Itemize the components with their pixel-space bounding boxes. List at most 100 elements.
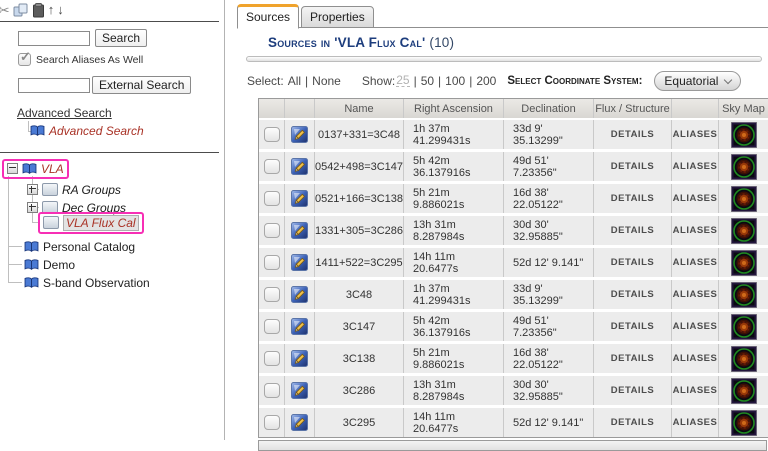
show-100-link[interactable]: 100 <box>445 74 466 88</box>
edit-source-icon[interactable] <box>291 158 308 175</box>
edit-source-icon[interactable] <box>291 318 308 335</box>
show-controls: Show: 25 | 50 | 100 | 200 <box>362 74 497 88</box>
expand-toggle-icon[interactable] <box>27 202 38 213</box>
book-icon <box>22 162 37 174</box>
tree-item-label[interactable]: RA Groups <box>62 182 121 197</box>
copy-icon[interactable] <box>13 3 29 18</box>
row-checkbox[interactable] <box>263 255 280 270</box>
tree-item-label[interactable]: Advanced Search <box>49 123 144 138</box>
tree-item-vla-flux-cal[interactable]: VLA Flux Cal <box>38 211 144 234</box>
show-50-link[interactable]: 50 <box>420 74 435 88</box>
sky-map-thumbnail[interactable] <box>730 249 757 276</box>
row-checkbox[interactable] <box>263 383 280 398</box>
tree-connector <box>28 121 29 131</box>
tree-item-label[interactable]: S-band Observation <box>43 275 150 290</box>
tree-item-label[interactable]: Personal Catalog <box>43 239 136 254</box>
edit-source-icon[interactable] <box>291 414 308 431</box>
details-link[interactable]: Details <box>610 353 655 364</box>
edit-source-icon[interactable] <box>291 350 308 367</box>
tab-properties[interactable]: Properties <box>301 6 374 28</box>
details-link[interactable]: Details <box>610 161 655 172</box>
row-checkbox[interactable] <box>263 351 280 366</box>
tree-item-s-band-observation[interactable]: S-band Observation <box>24 274 150 291</box>
row-checkbox[interactable] <box>263 159 280 174</box>
aliases-link[interactable]: Aliases <box>672 129 718 140</box>
details-link[interactable]: Details <box>610 321 655 332</box>
row-checkbox[interactable] <box>263 223 280 238</box>
tree-item-label[interactable]: Dec Groups <box>62 200 127 215</box>
row-checkbox[interactable] <box>263 415 280 430</box>
edit-source-icon[interactable] <box>291 254 308 271</box>
details-link[interactable]: Details <box>610 193 655 204</box>
source-count: (10) <box>429 35 455 50</box>
aliases-cell: Aliases <box>672 184 719 213</box>
coordinate-system-select[interactable]: Equatorial <box>654 71 742 91</box>
cut-icon[interactable]: ✂ <box>0 2 10 18</box>
sky-map-thumbnail[interactable] <box>730 409 757 436</box>
details-cell: Details <box>594 120 672 149</box>
aliases-link[interactable]: Aliases <box>672 353 718 364</box>
search-input[interactable] <box>18 31 90 46</box>
row-checkbox[interactable] <box>263 319 280 334</box>
paste-icon[interactable] <box>32 2 45 18</box>
aliases-link[interactable]: Aliases <box>672 385 718 396</box>
details-link[interactable]: Details <box>610 385 655 396</box>
row-checkbox[interactable] <box>263 191 280 206</box>
tab-sources[interactable]: Sources <box>237 4 300 29</box>
tree-item-label[interactable]: VLA Flux Cal <box>63 214 139 231</box>
details-link[interactable]: Details <box>610 129 655 140</box>
tree-item-ra-groups[interactable]: RA Groups <box>27 181 121 198</box>
sky-map-thumbnail[interactable] <box>730 121 757 148</box>
edit-cell <box>285 344 315 373</box>
details-link[interactable]: Details <box>610 417 655 428</box>
tree-item-label[interactable]: Demo <box>43 257 76 272</box>
edit-source-icon[interactable] <box>291 382 308 399</box>
edit-source-icon[interactable] <box>291 222 308 239</box>
move-down-icon[interactable]: ↓ <box>57 2 64 17</box>
tree-item-personal-catalog[interactable]: Personal Catalog <box>24 238 135 255</box>
aliases-link[interactable]: Aliases <box>672 417 718 428</box>
sky-map-thumbnail[interactable] <box>730 313 757 340</box>
move-up-icon[interactable]: ↑ <box>47 2 55 17</box>
sky-map-thumbnail[interactable] <box>730 377 757 404</box>
aliases-link[interactable]: Aliases <box>672 257 718 268</box>
source-name: 1411+522=3C295 <box>315 248 404 277</box>
panel-divider <box>224 0 225 440</box>
tree-item-dec-groups[interactable]: Dec Groups <box>27 199 126 216</box>
sources-panel: Sources Properties Sources in 'VLA Flux … <box>237 0 768 451</box>
details-link[interactable]: Details <box>610 289 655 300</box>
tree-item-advanced-search[interactable]: Advanced Search <box>30 122 144 139</box>
external-search-button[interactable]: External Search <box>92 76 192 94</box>
aliases-link[interactable]: Aliases <box>672 161 718 172</box>
expand-toggle-icon[interactable] <box>27 184 38 195</box>
search-button[interactable]: Search <box>95 29 148 47</box>
sky-map-thumbnail[interactable] <box>730 281 757 308</box>
details-link[interactable]: Details <box>610 257 655 268</box>
select-none-link[interactable]: None <box>312 74 341 88</box>
edit-source-icon[interactable] <box>291 286 308 303</box>
tree-item-vla[interactable]: VLA <box>2 158 69 179</box>
book-icon <box>24 276 39 288</box>
show-200-link[interactable]: 200 <box>476 74 497 88</box>
row-checkbox[interactable] <box>263 287 280 302</box>
sky-map-thumbnail[interactable] <box>730 345 757 372</box>
edit-source-icon[interactable] <box>291 126 308 143</box>
select-all-link[interactable]: All <box>287 74 302 88</box>
collapse-toggle-icon[interactable] <box>7 163 18 174</box>
sky-map-thumbnail[interactable] <box>730 217 757 244</box>
tree-item-label[interactable]: VLA <box>41 161 64 176</box>
sky-map-thumbnail[interactable] <box>730 185 757 212</box>
source-right-ascension: 5h 42m 36.137916s <box>404 312 504 341</box>
advanced-search-link[interactable]: Advanced Search <box>17 106 112 120</box>
aliases-link[interactable]: Aliases <box>672 193 718 204</box>
row-checkbox[interactable] <box>263 127 280 142</box>
tree-item-demo[interactable]: Demo <box>24 256 75 273</box>
aliases-link[interactable]: Aliases <box>672 289 718 300</box>
aliases-link[interactable]: Aliases <box>672 225 718 236</box>
external-search-input[interactable] <box>18 78 90 93</box>
sky-map-thumbnail[interactable] <box>730 153 757 180</box>
details-link[interactable]: Details <box>610 225 655 236</box>
edit-source-icon[interactable] <box>291 190 308 207</box>
aliases-link[interactable]: Aliases <box>672 321 718 332</box>
search-aliases-checkbox[interactable]: ✓ <box>18 49 31 66</box>
